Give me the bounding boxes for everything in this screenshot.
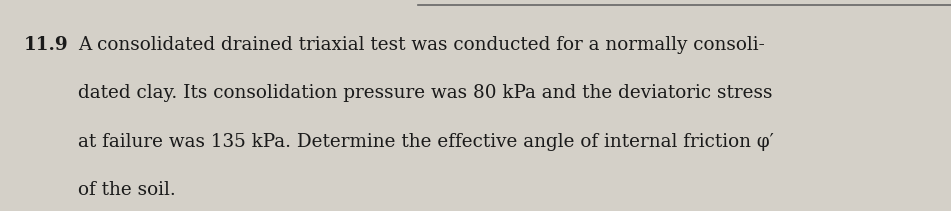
Text: of the soil.: of the soil. <box>78 181 176 199</box>
Text: 11.9: 11.9 <box>24 36 68 54</box>
Text: A consolidated drained triaxial test was conducted for a normally consoli-: A consolidated drained triaxial test was… <box>78 36 765 54</box>
Text: dated clay. Its consolidation pressure was 80 kPa and the deviatoric stress: dated clay. Its consolidation pressure w… <box>78 84 772 102</box>
Text: at failure was 135 kPa. Determine the effective angle of internal friction φ′: at failure was 135 kPa. Determine the ef… <box>78 133 774 151</box>
